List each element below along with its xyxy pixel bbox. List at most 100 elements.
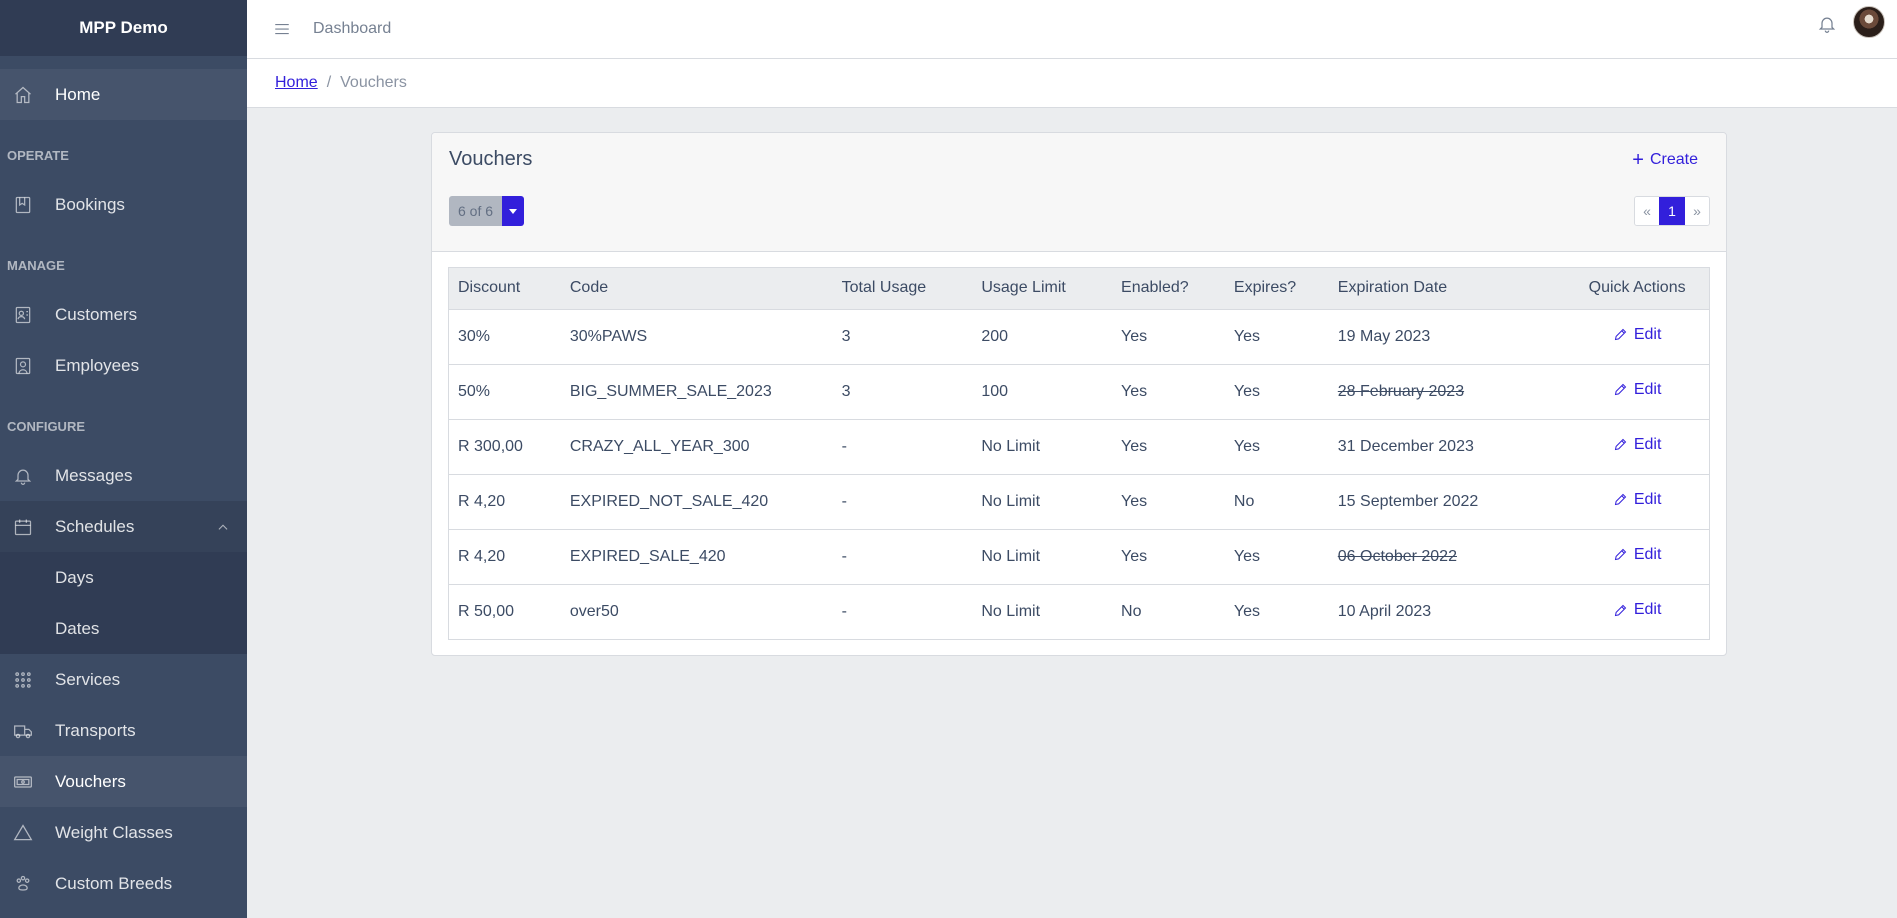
cell-enabled: Yes: [1112, 363, 1225, 419]
sidebar-item-messages[interactable]: Messages: [0, 450, 247, 501]
avatar[interactable]: [1853, 6, 1885, 38]
cell-quick-actions: Edit: [1565, 473, 1709, 529]
cell-total-usage: -: [832, 473, 973, 529]
cell-enabled: Yes: [1112, 473, 1225, 529]
pagination-prev[interactable]: «: [1635, 197, 1659, 225]
cell-discount: R 4,20: [449, 473, 561, 529]
cell-usage-limit: No Limit: [972, 583, 1113, 639]
pencil-icon: [1614, 439, 1627, 451]
cell-expires: Yes: [1224, 528, 1329, 584]
sidebar-item-vouchers[interactable]: Vouchers: [0, 756, 247, 807]
sidebar-item-days[interactable]: Days: [0, 552, 247, 603]
cell-enabled: Yes: [1112, 308, 1225, 364]
sidebar-item-label: Messages: [55, 465, 133, 485]
sidebar-item-services[interactable]: Services: [0, 654, 247, 705]
breadcrumb-home-link[interactable]: Home: [275, 74, 318, 91]
sidebar-item-label: Services: [55, 669, 121, 689]
pagination: « 1 »: [1634, 196, 1710, 226]
contact-card-icon: [13, 305, 33, 325]
cell-usage-limit: No Limit: [972, 418, 1113, 474]
column-header: Enabled?: [1112, 268, 1225, 310]
edit-button[interactable]: Edit: [1613, 491, 1661, 509]
cell-expiration-date: 31 December 2023: [1328, 418, 1566, 474]
brand-title[interactable]: MPP Demo: [0, 0, 247, 56]
items-count-label: 6 of 6: [449, 196, 503, 226]
cell-expiration-date: 28 February 2023: [1328, 363, 1566, 419]
table-row: 50% BIG_SUMMER_SALE_2023 3 100 Yes Yes 28 Febr…: [449, 363, 1709, 419]
sidebar-item-transports[interactable]: Transports: [0, 705, 247, 756]
sidebar-item-employees[interactable]: Employees: [0, 340, 247, 391]
edit-button[interactable]: Edit: [1613, 325, 1662, 344]
table-row: R 50,00 over50- No Limit No Yes 10 April 2023…: [449, 583, 1709, 639]
pagination-page[interactable]: 1: [1659, 197, 1685, 225]
cell-code: CRAZY_ALL_YEAR_300: [560, 418, 833, 474]
cell-usage-limit: 200: [972, 308, 1113, 364]
nav-section-manage: MANAGE: [7, 258, 65, 273]
cell-code: 30%PAWS: [560, 308, 833, 364]
sidebar-item-label: Home: [55, 84, 101, 104]
sidebar-item-label: Custom Breeds: [55, 873, 173, 893]
sidebar-item-label: Employees: [55, 355, 140, 375]
sidebar-item-schedules[interactable]: Schedules: [0, 501, 247, 552]
calendar-icon: [13, 517, 33, 537]
paw-icon: [13, 874, 33, 894]
grid-icon: [13, 670, 33, 690]
sidebar-item-customers[interactable]: Customers: [0, 289, 247, 340]
caret-down-icon: [509, 208, 518, 214]
cell-expires: Yes: [1224, 583, 1329, 639]
breadcrumb: Home / Vouchers: [247, 59, 1897, 108]
cell-quick-actions: Edit: [1565, 308, 1709, 364]
sidebar-item-bookings[interactable]: Bookings: [0, 179, 247, 230]
edit-button[interactable]: Edit: [1613, 435, 1662, 454]
column-header: Code: [560, 268, 833, 310]
cell-discount: 30%: [449, 308, 561, 364]
cell-expiration-date: 15 September 2022: [1328, 473, 1566, 529]
table-header-row: Discount Code Total Usage Usage Limit Enable…: [449, 268, 1709, 310]
edit-label: Edit: [1633, 545, 1662, 563]
card-header: Vouchers + Create 6 of 6 « 1 »: [432, 133, 1726, 252]
items-count-dropdown[interactable]: 6 of 6: [449, 196, 525, 226]
cell-discount: 50%: [449, 363, 561, 419]
dashboard-link[interactable]: Dashboard: [313, 20, 392, 37]
sidebar-item-label: Customers: [55, 304, 138, 324]
sidebar-item-label: Transports: [55, 720, 136, 740]
cell-quick-actions: Edit: [1565, 528, 1709, 584]
cell-expires: Yes: [1224, 308, 1329, 364]
pencil-icon: [1614, 384, 1627, 396]
cell-enabled: Yes: [1112, 528, 1225, 584]
badge-icon: [13, 356, 33, 376]
edit-label: Edit: [1633, 435, 1662, 453]
edit-button[interactable]: Edit: [1613, 380, 1662, 399]
column-header: Usage Limit: [972, 268, 1113, 310]
vouchers-table: Discount Code Total Usage Usage Limit Enable…: [448, 267, 1710, 640]
create-button[interactable]: + Create: [1632, 150, 1698, 170]
cell-code: EXPIRED_NOT_SALE_420: [560, 473, 833, 529]
breadcrumb-separator: /: [326, 74, 332, 91]
sidebar-item-custom-breeds[interactable]: Custom Breeds: [0, 858, 247, 909]
cell-code: over50: [560, 583, 833, 639]
sidebar-item-home[interactable]: Home: [0, 69, 247, 120]
sidebar-item-weight-classes[interactable]: Weight Classes: [0, 807, 247, 858]
nav-section-configure: CONFIGURE: [7, 419, 85, 434]
edit-label: Edit: [1633, 325, 1662, 343]
cell-expires: No: [1224, 473, 1329, 529]
notifications-bell-icon[interactable]: [1817, 14, 1837, 34]
home-icon: [13, 85, 33, 105]
nav-section-operate: OPERATE: [7, 148, 69, 163]
dropdown-toggle[interactable]: [502, 196, 525, 226]
table-row: 30% 30%PAWS 3 200 Yes Yes 19 May 2023 Edit: [449, 308, 1709, 364]
cell-code: EXPIRED_SALE_420: [560, 528, 833, 584]
edit-button[interactable]: Edit: [1613, 601, 1661, 619]
sidebar-item-dates[interactable]: Dates: [0, 603, 247, 654]
cell-expiration-date: 19 May 2023: [1328, 308, 1566, 364]
edit-label: Edit: [1633, 380, 1662, 398]
edit-button[interactable]: Edit: [1613, 545, 1662, 564]
create-label: Create: [1649, 151, 1698, 168]
menu-toggle-icon[interactable]: [273, 20, 291, 38]
cell-code: BIG_SUMMER_SALE_2023: [560, 363, 833, 419]
column-header: Expires?: [1224, 268, 1329, 310]
sidebar-item-label: Vouchers: [55, 771, 126, 791]
cell-quick-actions: Edit: [1565, 418, 1709, 474]
pagination-next[interactable]: »: [1685, 197, 1709, 225]
cell-quick-actions: Edit: [1565, 583, 1709, 639]
